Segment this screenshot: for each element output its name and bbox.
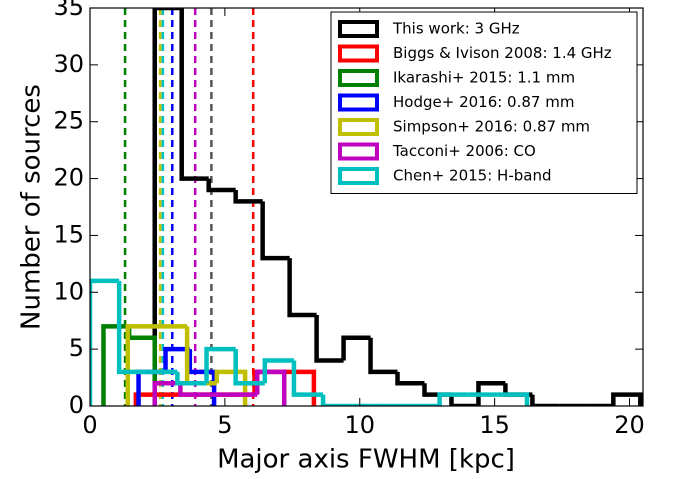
legend-swatch [338, 167, 379, 185]
y-tick-label: 25 [53, 107, 84, 135]
histogram-step [152, 381, 181, 406]
legend-swatch [338, 118, 379, 136]
histogram-step [291, 360, 324, 397]
histogram-step [611, 392, 643, 406]
x-tick-label: 5 [217, 411, 232, 439]
y-tick-label: 5 [69, 334, 84, 362]
histogram-step [497, 392, 530, 406]
histogram-step [530, 394, 560, 406]
y-tick-label: 0 [69, 391, 84, 419]
legend-swatch [338, 69, 379, 87]
legend-swatch [338, 142, 379, 161]
x-tick-label: 0 [82, 411, 97, 439]
plot-area [90, 8, 643, 406]
legend-label: Tacconi+ 2006: CO [392, 142, 536, 160]
x-axis-label: Major axis FWHM [kpc] [217, 445, 515, 475]
legend-label: This work: 3 GHz [392, 20, 520, 38]
histogram-step [233, 189, 263, 204]
histogram-step [116, 280, 149, 375]
plot-frame [89, 7, 644, 407]
legend-swatch [338, 20, 379, 38]
legend-label: Hodge+ 2016: 0.87 mm [393, 93, 574, 111]
histogram-step [152, 8, 182, 406]
histogram-step [260, 201, 290, 261]
histogram-step [314, 315, 344, 363]
histogram-step [437, 392, 469, 406]
x-tick-label: 15 [479, 411, 510, 439]
histogram-step [284, 369, 317, 406]
y-tick-label: 15 [53, 220, 84, 248]
histogram-step [163, 346, 190, 372]
legend-swatch [338, 93, 379, 112]
histogram-step [254, 369, 287, 406]
y-axis-label: Number of sources [17, 84, 47, 330]
histogram-step [449, 394, 479, 406]
histogram-step [206, 178, 236, 193]
histogram-step [179, 8, 209, 181]
y-tick-label: 35 [53, 0, 84, 21]
histogram-step [125, 324, 158, 406]
y-tick-label: 20 [53, 164, 84, 192]
histogram-step [476, 381, 506, 406]
histogram-step [136, 369, 166, 406]
legend-label: Chen+ 2015: H-band [393, 167, 551, 185]
histogram-step [395, 371, 425, 386]
legend-box [330, 11, 638, 194]
histogram-step [320, 394, 353, 406]
legend-label: Biggs & Ivison 2008: 1.4 GHz [393, 44, 612, 62]
histogram-step [204, 346, 236, 384]
histogram-step [214, 369, 248, 406]
histogram-step [287, 258, 317, 318]
histogram-step [341, 335, 371, 361]
histogram-step [187, 349, 217, 406]
y-tick-label: 30 [53, 50, 84, 78]
y-tick-label: 10 [53, 277, 84, 305]
x-tick-label: 10 [344, 411, 375, 439]
legend-label: Simpson+ 2016: 0.87 mm [393, 118, 590, 136]
histogram-step [178, 383, 206, 397]
histogram-step [368, 337, 398, 375]
x-tick-label: 20 [614, 411, 645, 439]
histogram-step [233, 349, 265, 386]
histogram-step [90, 278, 120, 406]
histogram-step [175, 371, 207, 386]
legend-swatch [338, 44, 379, 63]
histogram-step [262, 358, 294, 384]
legend-label: Ikarashi+ 2015: 1.1 mm [393, 69, 575, 87]
